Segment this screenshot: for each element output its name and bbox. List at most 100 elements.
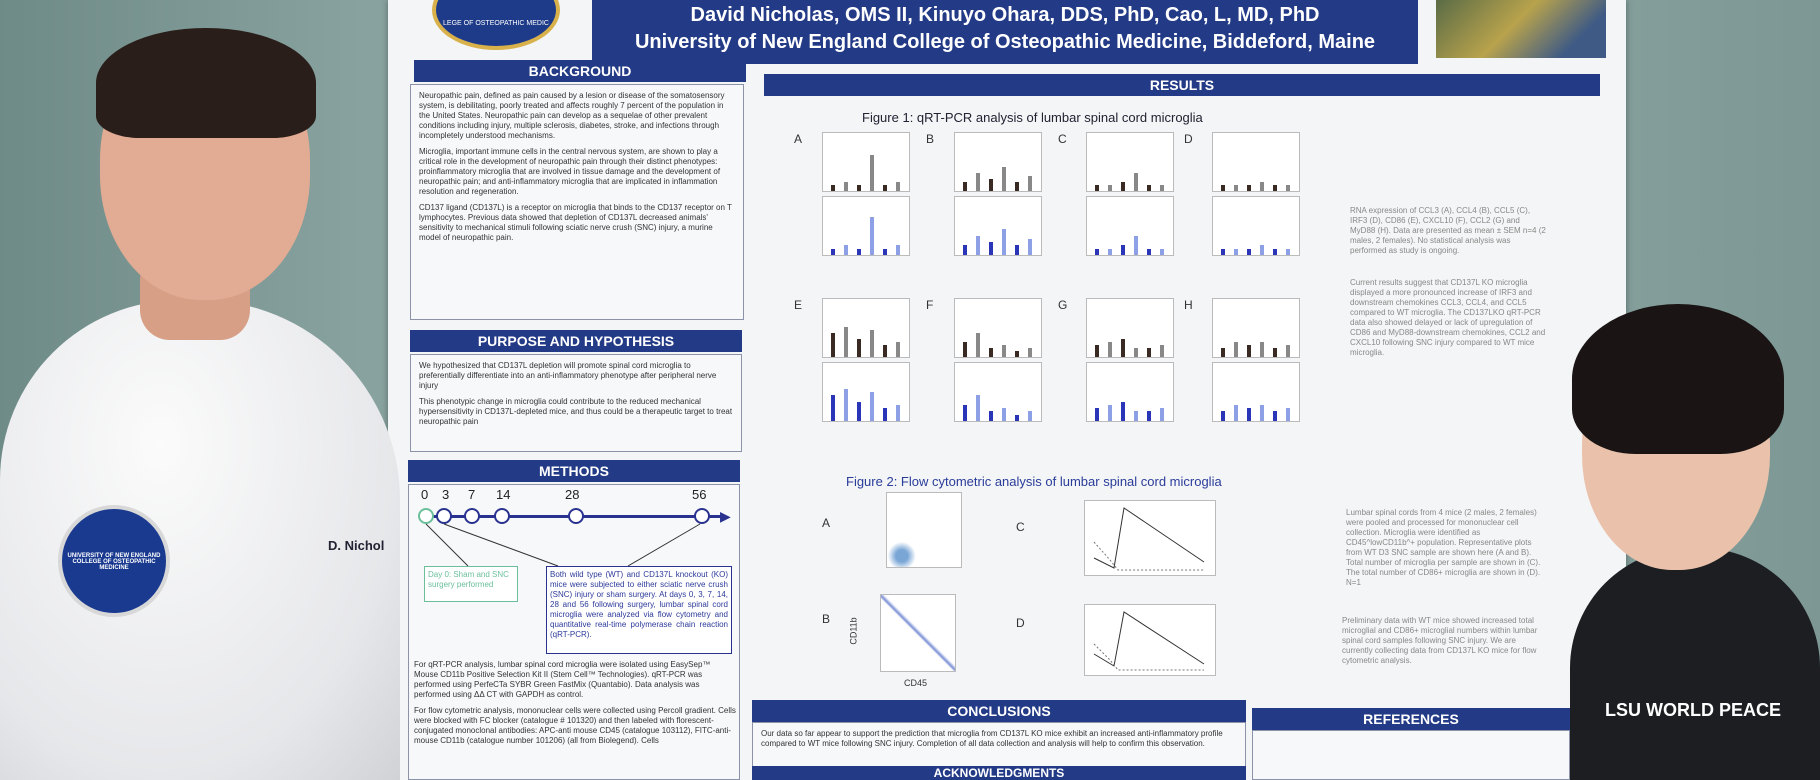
acknowledgments-title: ACKNOWLEDGMENTS: [752, 766, 1246, 780]
qpcr-bar: [1221, 411, 1225, 421]
qpcr-bar: [831, 248, 835, 255]
figure2-title: Figure 2: Flow cytometric analysis of lu…: [846, 474, 1222, 489]
qpcr-bar: [1028, 176, 1032, 191]
qpcr-bar: [1273, 248, 1277, 255]
qpcr-bar: [1134, 173, 1138, 191]
qpcr-bar: [844, 327, 848, 357]
fig2-panel-letter: B: [822, 612, 831, 626]
purpose-p2: This phenotypic change in microglia coul…: [419, 397, 733, 426]
flow-plot-b: [880, 594, 956, 672]
references-title: REFERENCES: [1252, 708, 1570, 730]
flow-x-label: CD45: [904, 678, 928, 688]
fig1-panel-letter: A: [794, 132, 803, 146]
fig1-panel-letter: D: [1184, 132, 1193, 146]
flow-y-label: CD11b: [848, 617, 859, 645]
logo-text: LEGE OF OSTEOPATHIC MEDIC: [443, 20, 549, 27]
qpcr-bar: [1095, 248, 1099, 255]
qpcr-bar: [831, 395, 835, 421]
qpcr-bar: [1095, 345, 1099, 357]
qpcr-bar: [1221, 248, 1225, 255]
qpcr-bar: [870, 330, 874, 357]
qpcr-bar: [1028, 411, 1032, 421]
qpcr-bar: [1015, 351, 1019, 357]
qpcr-bar: [1095, 408, 1099, 421]
qpcr-bar: [1160, 408, 1164, 421]
qpcr-bar: [989, 179, 993, 191]
qpcr-bar: [976, 333, 980, 357]
methods-bullets: For qRT-PCR analysis, lumbar spinal cord…: [414, 660, 736, 746]
qpcr-bar: [1234, 342, 1238, 357]
une-com-patch: UNIVERSITY OF NEW ENGLAND COLLEGE OF OST…: [58, 505, 170, 617]
qpcr-bar: [989, 348, 993, 357]
qpcr-subplot: [1212, 132, 1300, 192]
fig2-panel-letter: A: [822, 516, 831, 530]
qpcr-bar: [1108, 405, 1112, 421]
qpcr-bar: [976, 235, 980, 255]
qpcr-bar: [831, 333, 835, 357]
timeline-node: [694, 508, 710, 524]
methods-bullet-flow: For flow cytometric analysis, mononuclea…: [414, 706, 736, 745]
methods-bullet-qpcr: For qRT-PCR analysis, lumbar spinal cord…: [414, 660, 711, 699]
qpcr-subplot: [954, 196, 1042, 256]
qpcr-bar: [1260, 182, 1264, 191]
qpcr-subplot: [1212, 298, 1300, 358]
qpcr-bar: [831, 185, 835, 191]
qpcr-bar: [1286, 185, 1290, 191]
fig1-panel-letter: G: [1058, 298, 1068, 312]
background-p2: Microglia, important immune cells in the…: [419, 147, 721, 196]
qpcr-subplot: [1086, 132, 1174, 192]
qpcr-bar: [1221, 348, 1225, 357]
purpose-box: We hypothesized that CD137L depletion wi…: [410, 354, 742, 452]
purpose-p1: We hypothesized that CD137L depletion wi…: [419, 361, 717, 390]
cd86-count-plot: [1084, 604, 1216, 676]
qpcr-subplot: [822, 298, 910, 358]
timeline-arrow-icon: ▶: [720, 508, 731, 524]
patch-text: UNIVERSITY OF NEW ENGLAND COLLEGE OF OST…: [67, 553, 161, 571]
qpcr-bar: [1002, 345, 1006, 357]
qpcr-bar: [963, 245, 967, 255]
qpcr-bar: [1247, 408, 1251, 421]
qpcr-bar: [896, 182, 900, 191]
qpcr-subplot: [954, 362, 1042, 422]
timeline-node: [568, 508, 584, 524]
qpcr-bar: [1147, 185, 1151, 191]
qpcr-bar: [1134, 235, 1138, 255]
qpcr-bar: [1121, 245, 1125, 255]
qpcr-bar: [844, 245, 848, 255]
qpcr-bar: [1234, 405, 1238, 421]
qpcr-subplot: [1086, 362, 1174, 422]
conclusions-title: CONCLUSIONS: [752, 700, 1246, 722]
coat-name-embroidery: D. Nichol: [328, 538, 385, 553]
qpcr-bar: [1160, 345, 1164, 357]
fig2-panel-letter: D: [1016, 616, 1025, 630]
figure2-description: Lumbar spinal cords from 4 mice (2 males…: [1346, 508, 1541, 587]
qpcr-bar: [963, 405, 967, 421]
flow-plot-a: [886, 492, 962, 568]
qpcr-subplot: [1086, 196, 1174, 256]
qpcr-bar: [1121, 401, 1125, 421]
qpcr-bar: [989, 242, 993, 255]
qpcr-bar: [1002, 408, 1006, 421]
timeline-day: 56: [692, 487, 707, 502]
qpcr-bar: [883, 185, 887, 191]
timeline-node: [494, 508, 510, 524]
poster-authors: David Nicholas, OMS II, Kinuyo Ohara, DD…: [690, 4, 1320, 26]
poster-header: David Nicholas, OMS II, Kinuyo Ohara, DD…: [592, 0, 1418, 64]
qpcr-bar: [1134, 348, 1138, 357]
timeline-day: 0: [421, 487, 429, 502]
qpcr-bar: [870, 392, 874, 421]
qpcr-bar: [883, 345, 887, 357]
background-p3: CD137 ligand (CD137L) is a receptor on m…: [419, 203, 732, 242]
day0-box: Day 0: Sham and SNC surgery performed: [424, 566, 518, 602]
qpcr-bar: [1147, 411, 1151, 421]
background-box: Neuropathic pain, defined as pain caused…: [410, 84, 744, 320]
qpcr-bar: [857, 185, 861, 191]
qpcr-bar: [1247, 248, 1251, 255]
qpcr-bar: [1015, 182, 1019, 191]
qpcr-subplot: [1212, 362, 1300, 422]
qpcr-bar: [870, 155, 874, 191]
qpcr-bar: [896, 342, 900, 357]
qpcr-subplot: [954, 132, 1042, 192]
qpcr-bar: [1234, 185, 1238, 191]
background-title: BACKGROUND: [414, 60, 746, 82]
